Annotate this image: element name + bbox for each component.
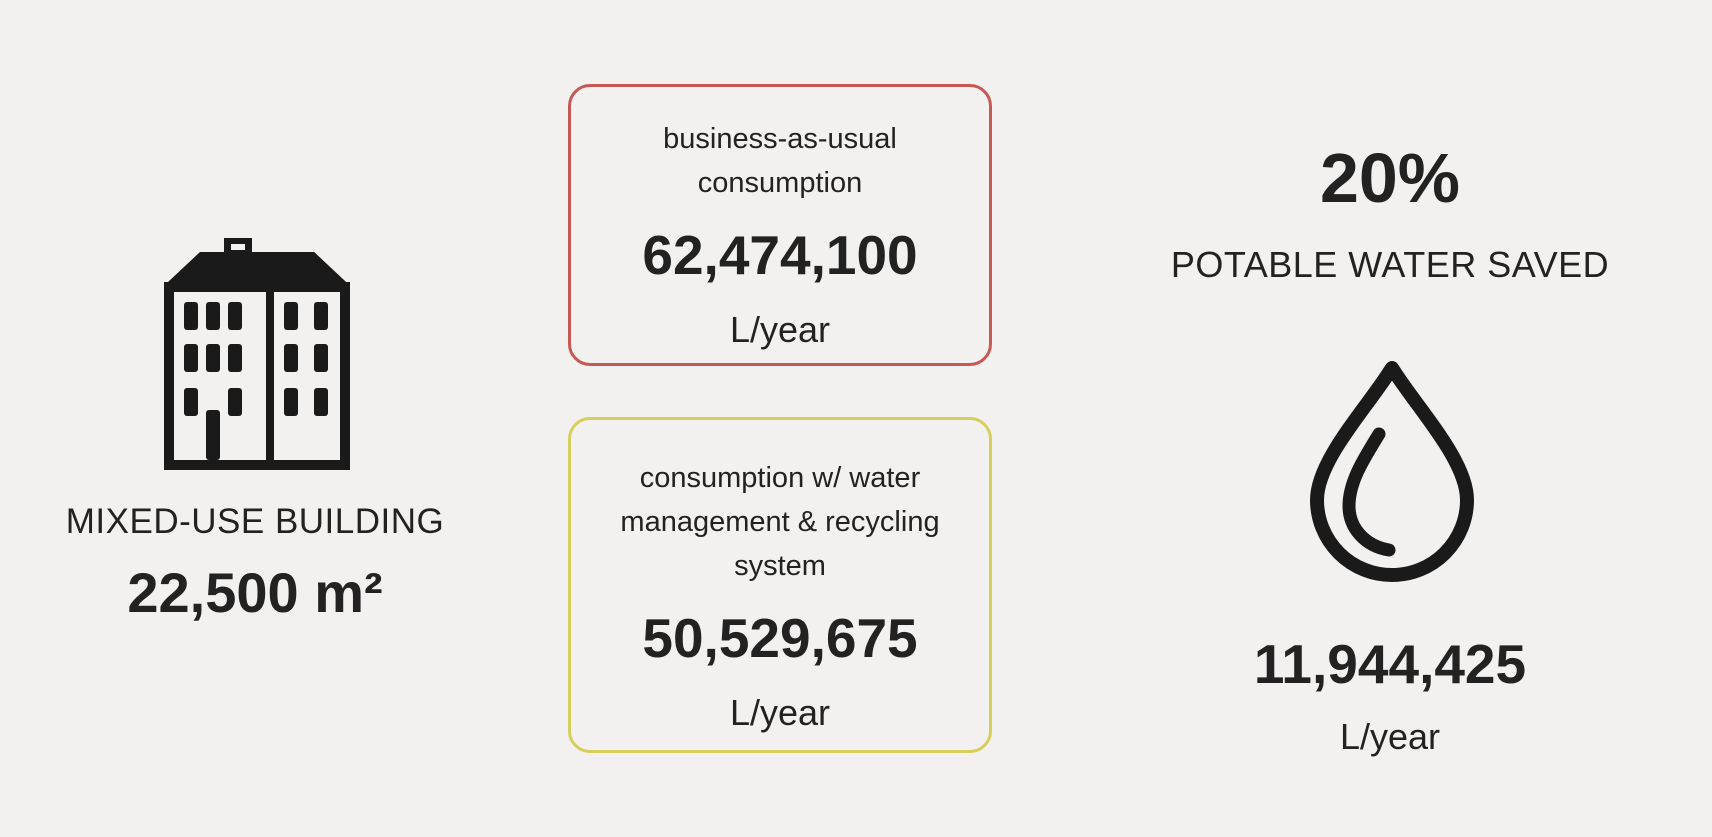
water-management-caption: consumption w/ water management & recycl… (620, 462, 940, 582)
water-management-unit: L/year (729, 692, 831, 733)
water-management-card: consumption w/ water management & recycl… (568, 417, 992, 753)
building-section: MIXED-USE BUILDING 22,500 m² (45, 230, 465, 630)
business-as-usual-card: business-as-usual consumption 62,474,100… (568, 84, 992, 366)
water-drop-icon (1310, 361, 1474, 582)
business-as-usual-value: 62,474,100 (642, 224, 918, 286)
water-saved-unit: L/year (1339, 716, 1441, 757)
building-type-label: MIXED-USE BUILDING (65, 502, 445, 541)
savings-label: POTABLE WATER SAVED (1170, 244, 1610, 285)
savings-section: 20% POTABLE WATER SAVED 11,944,425 L/yea… (1150, 120, 1630, 770)
water-saved-value: 11,944,425 (1253, 633, 1527, 695)
savings-percent: 20% (1319, 139, 1461, 217)
business-as-usual-caption: business-as-usual consumption (663, 123, 897, 199)
water-management-value: 50,529,675 (642, 607, 918, 669)
building-icon (164, 238, 350, 470)
business-as-usual-unit: L/year (729, 309, 831, 350)
building-area-value: 22,500 m² (127, 561, 383, 624)
